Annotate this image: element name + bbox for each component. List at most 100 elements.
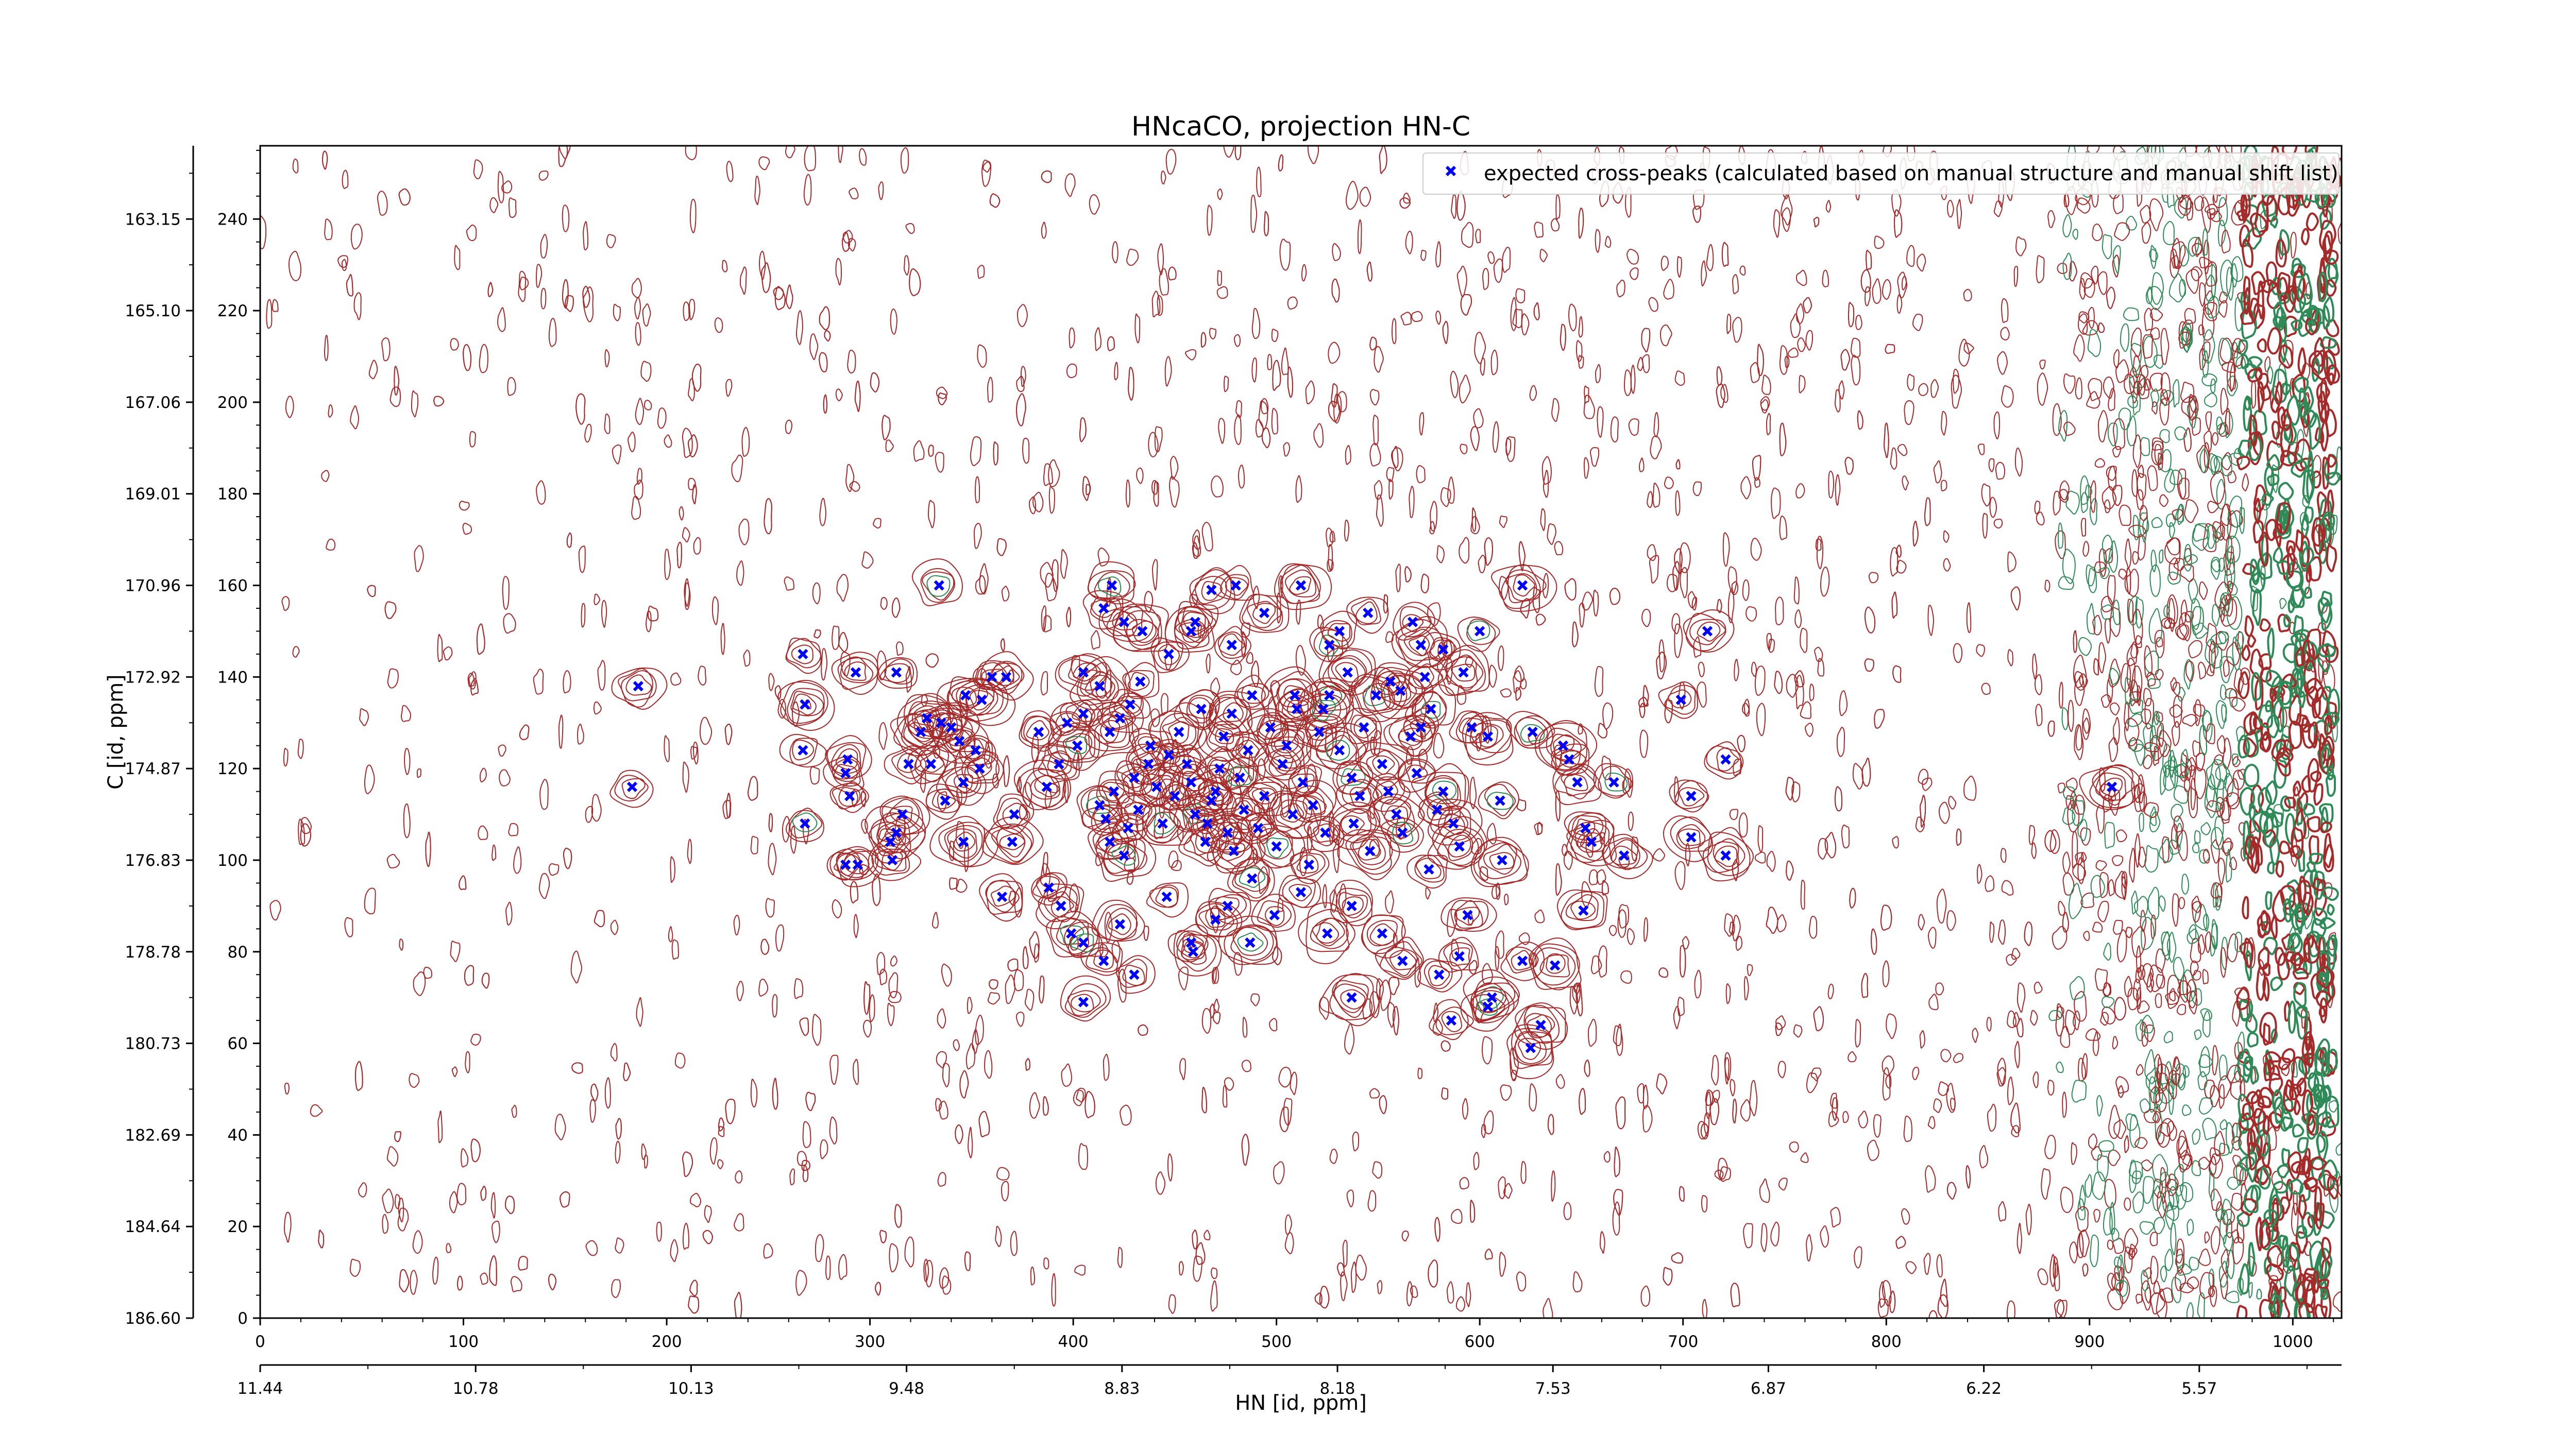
contour-line xyxy=(765,898,775,918)
contour-line xyxy=(1697,681,1707,708)
contour-line xyxy=(470,1138,481,1163)
contour-line xyxy=(1712,1089,1720,1103)
contour-line xyxy=(377,191,388,216)
contour-line xyxy=(2157,1057,2162,1088)
contour-line xyxy=(1097,548,1110,567)
contour-line xyxy=(1679,787,1705,807)
contour-line xyxy=(1398,759,1436,784)
contour-line xyxy=(2281,383,2292,396)
y-tick-label: 100 xyxy=(217,851,248,870)
contour-line xyxy=(1966,602,1972,633)
contour-line xyxy=(1219,841,1246,861)
contour-line xyxy=(2293,614,2304,642)
contour-line xyxy=(1951,374,1962,409)
peak-marker xyxy=(1458,667,1469,678)
contour-line xyxy=(2265,891,2273,910)
contour-line xyxy=(1516,799,1527,811)
contour-line xyxy=(1171,860,1182,871)
contour-line xyxy=(2197,934,2206,955)
contour-line xyxy=(2107,422,2118,447)
x-tick-label: 800 xyxy=(1871,1333,1902,1351)
contour-line xyxy=(2301,1211,2315,1238)
contour-line xyxy=(2180,326,2191,352)
contour-line xyxy=(878,722,888,750)
contour-line xyxy=(2191,988,2202,1006)
contour-line xyxy=(2073,655,2087,691)
contour-line xyxy=(1930,379,1939,398)
contour-line xyxy=(2144,802,2159,818)
contour-line xyxy=(1313,629,1344,657)
peak-marker xyxy=(1185,626,1197,637)
contour-line xyxy=(1010,1231,1018,1256)
contour-line xyxy=(350,405,360,430)
contour-line xyxy=(2092,614,2102,636)
contour-line xyxy=(2186,1302,2194,1318)
contour-line xyxy=(1419,412,1425,436)
contour-line xyxy=(1484,1249,1493,1260)
contour-line xyxy=(1507,564,1541,604)
contour-line xyxy=(2232,636,2242,671)
contour-line xyxy=(1088,818,1137,860)
peak-marker xyxy=(1098,603,1109,614)
contour-line xyxy=(2160,372,2171,401)
contour-line xyxy=(1879,1281,1886,1308)
contour-line xyxy=(2321,1237,2332,1260)
contour-line xyxy=(1268,793,1322,839)
contour-line xyxy=(1804,722,1814,737)
contour-line xyxy=(1786,674,1799,698)
contour-line xyxy=(1329,973,1375,1020)
contour-line xyxy=(2303,815,2310,840)
contour-line xyxy=(2074,724,2084,760)
contour-line xyxy=(2136,1064,2144,1076)
contour-line xyxy=(562,279,569,309)
contour-line xyxy=(2172,893,2179,927)
contour-line xyxy=(2303,935,2320,964)
contour-line xyxy=(459,501,470,511)
contour-line xyxy=(1706,244,1714,271)
contour-line xyxy=(2058,900,2065,916)
contour-line xyxy=(688,1295,700,1314)
contour-line xyxy=(2166,1179,2178,1197)
contour-line xyxy=(850,881,859,903)
contour-line xyxy=(1117,968,1127,1003)
contour-line xyxy=(805,1091,816,1112)
contour-line xyxy=(682,428,693,458)
contour-line xyxy=(935,1098,942,1112)
contour-line xyxy=(773,287,784,300)
contour-line xyxy=(2211,923,2218,950)
peak-marker xyxy=(1137,626,1148,637)
contour-line xyxy=(2089,764,2134,809)
contour-line xyxy=(2065,490,2080,515)
contour-line xyxy=(1793,576,1800,605)
peak-marker xyxy=(1557,740,1569,751)
contour-line xyxy=(1922,777,1933,791)
contour-line xyxy=(1674,776,1680,803)
contour-line xyxy=(1774,671,1783,694)
contour-line xyxy=(2112,485,2123,506)
contour-line xyxy=(1198,774,1233,805)
contour-line xyxy=(2151,714,2163,739)
contour-line xyxy=(1594,666,1604,697)
contour-line xyxy=(1405,764,1428,783)
contour-line xyxy=(1369,442,1381,467)
peak-marker xyxy=(1320,827,1331,838)
contour-line xyxy=(1515,1002,1568,1050)
contour-line xyxy=(548,318,557,347)
peak-marker xyxy=(1118,850,1129,861)
peak-marker xyxy=(1125,699,1136,710)
contour-line xyxy=(1469,1200,1476,1223)
contour-line xyxy=(1377,1280,1383,1294)
contour-line xyxy=(2132,979,2141,1001)
contour-line xyxy=(1428,1259,1438,1288)
peak-marker xyxy=(1290,690,1300,701)
contour-line xyxy=(2131,891,2139,915)
contour-line xyxy=(1800,627,1808,653)
contour-line xyxy=(1288,767,1318,797)
peak-marker xyxy=(1145,740,1156,751)
contour-line xyxy=(2232,756,2241,767)
contour-line xyxy=(1543,1298,1553,1318)
contour-line xyxy=(1674,780,1709,809)
contour-line xyxy=(1572,983,1581,1004)
contour-line xyxy=(1198,907,1234,931)
contour-line xyxy=(2205,411,2212,431)
